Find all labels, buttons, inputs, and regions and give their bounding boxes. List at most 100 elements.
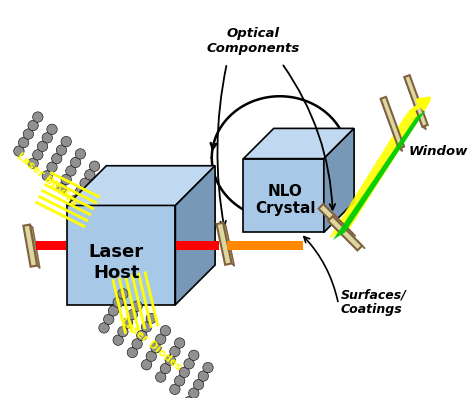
Circle shape [132,339,142,349]
Circle shape [56,183,67,193]
Circle shape [89,199,100,209]
Polygon shape [404,75,428,127]
Circle shape [170,346,180,357]
Circle shape [155,334,166,344]
Circle shape [37,141,48,152]
Circle shape [61,174,72,184]
Circle shape [141,360,152,370]
Circle shape [193,380,204,390]
Circle shape [71,157,81,168]
Circle shape [184,396,194,407]
Circle shape [174,338,185,348]
Circle shape [80,178,90,189]
Circle shape [18,137,29,148]
Circle shape [94,190,104,201]
Circle shape [47,124,57,135]
Circle shape [85,169,95,180]
Circle shape [33,150,43,160]
Circle shape [113,194,123,204]
Circle shape [28,120,38,131]
Circle shape [42,171,53,181]
Circle shape [108,202,118,213]
Circle shape [127,347,137,357]
Text: NLO
Crystal: NLO Crystal [255,184,316,216]
Circle shape [189,350,199,360]
Circle shape [113,335,123,345]
Circle shape [108,306,118,316]
Text: Laser
Host: Laser Host [89,243,144,282]
Circle shape [146,351,156,362]
Polygon shape [329,101,430,238]
Circle shape [42,133,53,143]
Circle shape [99,323,109,333]
Circle shape [151,343,161,353]
Polygon shape [227,241,302,250]
Circle shape [103,173,114,184]
Polygon shape [323,204,356,236]
Circle shape [127,310,137,320]
Polygon shape [328,216,362,250]
Circle shape [75,187,86,197]
Circle shape [118,289,128,299]
Polygon shape [175,166,215,305]
Polygon shape [176,241,219,250]
Circle shape [103,211,114,222]
Circle shape [75,149,86,159]
Circle shape [155,372,166,382]
Circle shape [118,186,128,196]
Circle shape [47,162,57,172]
Text: Window: Window [409,144,468,157]
Text: Laser Diodes: Laser Diodes [119,316,183,372]
Circle shape [198,371,209,381]
Circle shape [89,161,100,171]
Polygon shape [67,166,215,205]
Polygon shape [36,241,66,250]
Circle shape [28,158,38,169]
Polygon shape [217,223,232,265]
Circle shape [14,146,24,156]
Circle shape [103,314,114,325]
Polygon shape [223,223,235,266]
Polygon shape [244,159,324,232]
Circle shape [132,301,142,311]
Polygon shape [23,225,37,267]
Circle shape [141,322,152,332]
Circle shape [189,388,199,398]
Circle shape [99,220,109,230]
Circle shape [146,313,156,324]
Circle shape [71,195,81,205]
Circle shape [179,367,190,378]
Text: Surfaces/
Coatings: Surfaces/ Coatings [340,288,406,316]
Circle shape [137,330,147,341]
Circle shape [113,297,123,308]
Polygon shape [324,128,354,232]
Circle shape [174,375,185,386]
Circle shape [52,153,62,164]
Polygon shape [404,77,426,130]
Polygon shape [381,99,402,151]
Circle shape [203,362,213,373]
Polygon shape [333,216,365,249]
Text: Laser Diodes: Laser Diodes [15,151,80,208]
Circle shape [184,359,194,369]
Circle shape [118,326,128,337]
Circle shape [66,166,76,176]
Polygon shape [67,205,175,305]
Circle shape [122,318,133,328]
Circle shape [165,355,175,365]
Polygon shape [244,128,354,159]
Circle shape [160,326,171,336]
Text: Optical
Components: Optical Components [207,27,300,55]
Circle shape [61,137,72,147]
Polygon shape [381,97,404,148]
Circle shape [23,129,34,139]
Circle shape [85,207,95,218]
Polygon shape [319,204,353,238]
Polygon shape [30,225,40,268]
Circle shape [170,384,180,395]
Circle shape [56,145,67,155]
Polygon shape [333,110,426,240]
Circle shape [160,363,171,374]
Circle shape [99,182,109,192]
Circle shape [33,112,43,122]
